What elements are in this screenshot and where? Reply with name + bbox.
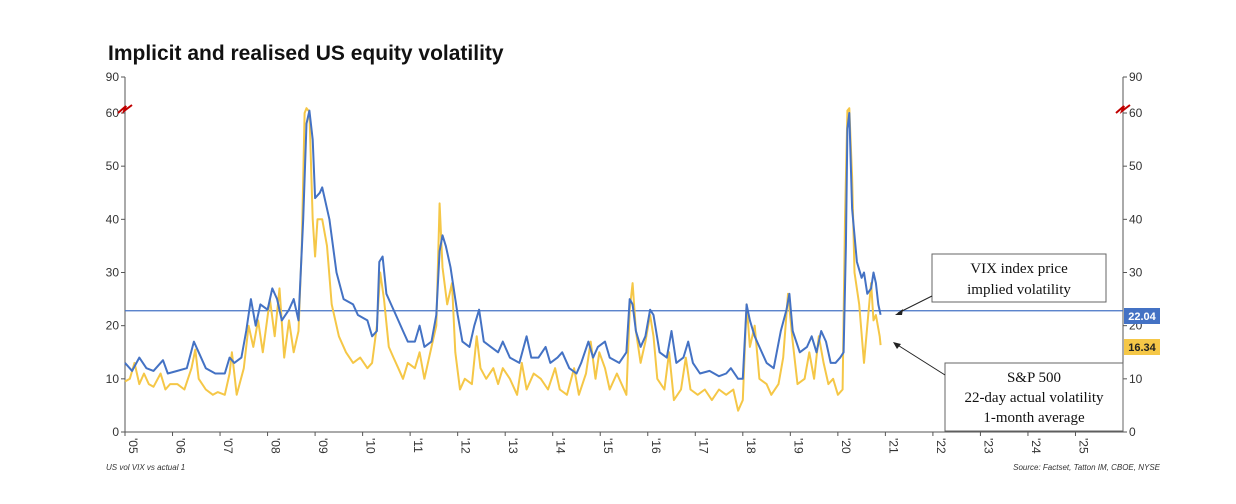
vix-last-value-badge: 22.04 <box>1124 308 1160 324</box>
y-tick-label-right: 30 <box>1129 266 1143 280</box>
x-tick-label: '15 <box>601 438 615 454</box>
x-tick-label: '08 <box>269 438 283 454</box>
x-tick-label: '17 <box>696 438 710 454</box>
vix-badge-label: 22.04 <box>1128 311 1156 323</box>
x-tick-label: '19 <box>791 438 805 454</box>
y-tick-label-right: 10 <box>1129 372 1143 386</box>
x-tick-label: '25 <box>1076 438 1090 454</box>
sp500-annotation-box <box>944 362 1124 432</box>
footnote-left: US vol VIX vs actual 1 <box>106 463 185 472</box>
series-group <box>124 107 882 412</box>
x-tick-label: '24 <box>1029 438 1043 454</box>
x-tick-label: '10 <box>364 438 378 454</box>
vix-annotation: VIX index price implied volatility <box>895 253 1107 315</box>
axis-break-left <box>117 104 133 114</box>
y-tick-label-left: 40 <box>106 212 120 226</box>
axis-break-right <box>1115 104 1131 114</box>
sp500-badge-bg <box>1124 339 1160 355</box>
y-tick-label-left: 10 <box>106 372 120 386</box>
x-tick-label: '16 <box>649 438 663 454</box>
x-tick-label: '09 <box>316 438 330 454</box>
vix-annotation-line2: implied volatility <box>967 282 1071 298</box>
vix-annotation-pointer <box>897 295 933 314</box>
sp500-annotation-arrowhead <box>893 342 901 349</box>
vix-series-line <box>124 109 882 380</box>
x-tick-label: '13 <box>506 438 520 454</box>
x-tick-label: '12 <box>459 438 473 454</box>
y-tick-label-left: 50 <box>106 159 120 173</box>
axis-break-markers <box>117 104 1131 114</box>
sp500-annotation-pointer <box>895 343 946 376</box>
vix-annotation-box <box>931 253 1107 303</box>
x-tick-label: '23 <box>981 438 995 454</box>
y-tick-label-right: 60 <box>1129 106 1143 120</box>
sp500-last-value-badge: 16.34 <box>1124 339 1160 355</box>
y-tick-label-right: 90 <box>1129 70 1143 84</box>
sp500-series-line <box>124 107 882 412</box>
y-tick-label-right: 40 <box>1129 212 1143 226</box>
y-tick-label-left: 20 <box>106 319 120 333</box>
x-tick-label: '07 <box>221 438 235 454</box>
x-tick-label: '18 <box>744 438 758 454</box>
sp500-badge-label: 16.34 <box>1128 342 1156 354</box>
x-tick-label: '20 <box>839 438 853 454</box>
sp500-annotation-line1: S&P 500 <box>1007 370 1061 386</box>
vix-annotation-line1: VIX index price <box>970 261 1068 277</box>
sp500-annotation-line3: 1-month average <box>983 410 1085 426</box>
x-tick-label: '22 <box>934 438 948 454</box>
footnote-right: Source: Factset, Tatton IM, CBOE, NYSE <box>1013 463 1161 472</box>
vix-annotation-arrowhead <box>895 309 903 315</box>
x-tick-label: '14 <box>554 438 568 454</box>
x-tick-label: '21 <box>886 438 900 454</box>
y-tick-label-right: 50 <box>1129 159 1143 173</box>
y-tick-label-left: 90 <box>106 70 120 84</box>
x-tick-label: '05 <box>126 438 140 454</box>
chart-title: Implicit and realised US equity volatili… <box>108 42 504 65</box>
x-tick-label: '06 <box>174 438 188 454</box>
y-tick-label-left: 0 <box>112 425 119 439</box>
sp500-annotation-line2: 22-day actual volatility <box>964 390 1104 406</box>
x-tick-label: '11 <box>411 438 425 453</box>
y-tick-label-right: 0 <box>1129 425 1136 439</box>
y-tick-label-left: 30 <box>106 266 120 280</box>
y-tick-label-left: 60 <box>106 106 120 120</box>
sp500-annotation: S&P 500 22-day actual volatility 1-month… <box>893 342 1124 432</box>
vix-badge-bg <box>1124 308 1160 324</box>
